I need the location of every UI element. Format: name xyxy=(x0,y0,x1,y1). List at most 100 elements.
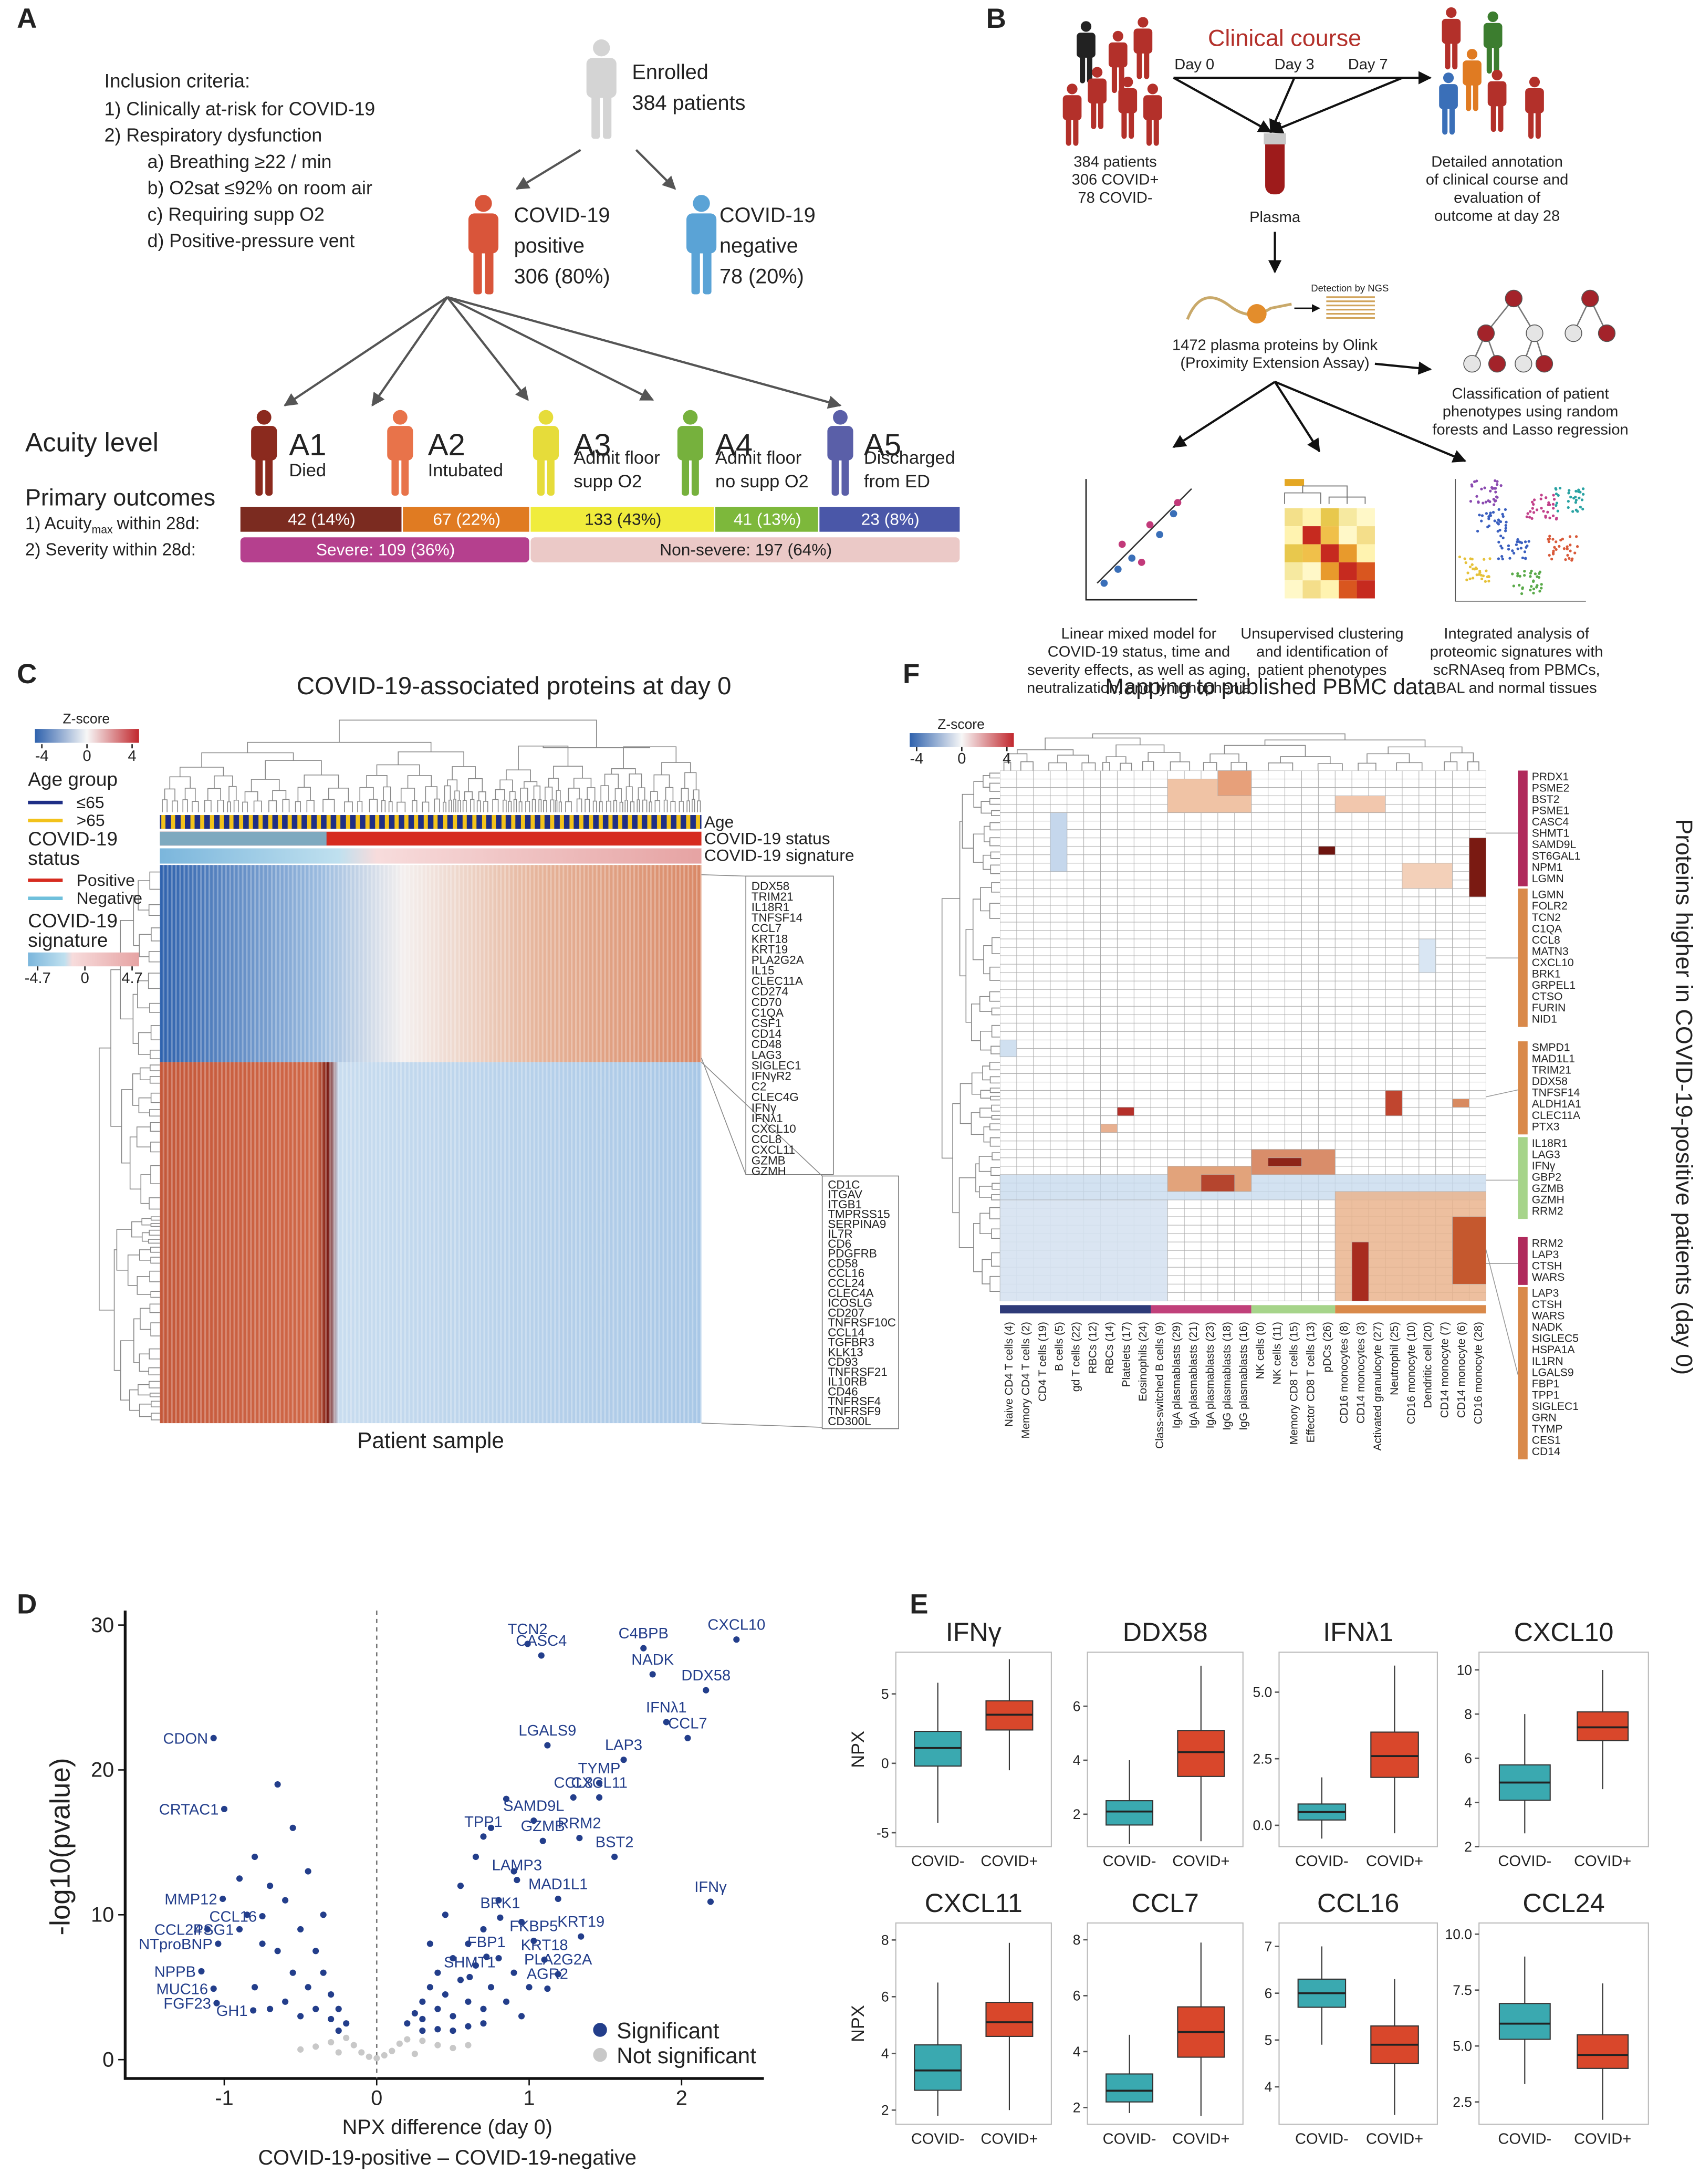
point-label: CDON xyxy=(163,1730,208,1747)
gene-label: CD6 xyxy=(828,1237,851,1250)
shape xyxy=(1535,586,1538,589)
gene-label: SIGLEC1 xyxy=(1532,1401,1579,1413)
gene-label: IFNγR2 xyxy=(752,1069,791,1082)
point xyxy=(465,1940,472,1947)
point-label: MUC16 xyxy=(157,1981,208,1998)
box xyxy=(1577,1711,1629,1741)
column-label: CD14 monocytes (3) xyxy=(1355,1322,1367,1424)
gene-label: LGMN xyxy=(1532,873,1564,885)
y-tick-label: 0 xyxy=(102,2048,114,2071)
point xyxy=(251,1853,258,1861)
shape xyxy=(1551,503,1555,506)
shape xyxy=(1464,561,1467,565)
point xyxy=(465,1998,472,2005)
shape xyxy=(1504,524,1507,527)
shape xyxy=(1515,355,1532,373)
leg xyxy=(1098,101,1104,129)
labeled-point xyxy=(684,1734,691,1741)
shape xyxy=(1285,544,1303,562)
column-label: Activated granulocyte (27) xyxy=(1372,1322,1384,1451)
point xyxy=(518,1919,525,1926)
shape xyxy=(1466,571,1469,574)
column-label: IgG plasmablasts (16) xyxy=(1238,1322,1250,1430)
labeled-point xyxy=(220,1895,226,1903)
shape xyxy=(1530,569,1533,573)
point xyxy=(518,2013,525,2020)
y-tick-label: 5 xyxy=(881,1686,889,1702)
point xyxy=(305,1868,311,1875)
y-axis-label: NPX xyxy=(848,2005,868,2042)
y-tick-label: 4 xyxy=(881,2046,889,2062)
x-tick-label: COVID+ xyxy=(981,2130,1038,2147)
point xyxy=(404,2020,411,2027)
shape xyxy=(1568,489,1571,492)
shape xyxy=(1320,526,1339,545)
shape xyxy=(701,874,746,877)
gene-label: ST6GAL1 xyxy=(1532,850,1581,862)
leg xyxy=(1498,103,1504,132)
plot-frame xyxy=(895,1922,1052,2125)
shape xyxy=(1482,574,1485,578)
shape xyxy=(1567,506,1570,509)
labeled-point xyxy=(640,1645,647,1652)
person-icon xyxy=(1525,77,1544,139)
plot-frame xyxy=(1278,1922,1438,2125)
shape xyxy=(1003,733,1479,771)
head xyxy=(1466,49,1478,60)
shape xyxy=(1463,355,1481,373)
body xyxy=(1118,88,1138,113)
shape xyxy=(1550,557,1553,561)
acuity-segment-label: 41 (13%) xyxy=(734,509,801,528)
shape xyxy=(1489,511,1492,515)
shape xyxy=(1536,575,1539,578)
box xyxy=(1105,1800,1154,1826)
column-label: NK cells (0) xyxy=(1255,1322,1267,1379)
legend-label: Not significant xyxy=(617,2043,756,2068)
column-label: RBCs (12) xyxy=(1087,1322,1099,1374)
y-tick-label: -5 xyxy=(877,1825,889,1841)
point xyxy=(503,1795,510,1802)
point xyxy=(251,1984,258,1991)
shape xyxy=(1085,479,1197,601)
labeled-point xyxy=(555,1971,561,1978)
gene-label: CCL8 xyxy=(1532,934,1560,946)
linear-text: severity effects, as well as aging, xyxy=(1027,662,1250,678)
labeled-point xyxy=(544,1985,551,1992)
point xyxy=(335,2005,342,2012)
leg xyxy=(691,249,700,295)
person-icon xyxy=(1062,83,1082,146)
chart-title: CCL24 xyxy=(1522,1888,1604,1918)
row-annotation: COVID-19 status xyxy=(704,829,830,848)
gene-label: IL15 xyxy=(752,964,775,977)
point xyxy=(434,2026,441,2033)
gene-label: WARS xyxy=(1532,1271,1565,1283)
column-group-bar xyxy=(1151,1305,1251,1314)
leg xyxy=(1146,118,1152,146)
point-label: KRT18 xyxy=(521,1937,568,1953)
gene-label: RRM2 xyxy=(1532,1205,1563,1217)
column-label: CD16 monocytes (8) xyxy=(1338,1322,1350,1424)
shape xyxy=(1385,1090,1403,1116)
labeled-point xyxy=(620,1757,627,1763)
shape xyxy=(1501,557,1504,561)
point-label: IFNγ xyxy=(694,1879,727,1896)
point xyxy=(297,2046,304,2053)
leg xyxy=(1136,51,1142,79)
gene-label: CTSH xyxy=(1532,1299,1562,1311)
leg xyxy=(1087,55,1092,83)
point xyxy=(297,1926,304,1933)
shape xyxy=(162,719,701,812)
shape xyxy=(1494,479,1497,483)
shape xyxy=(1581,289,1599,308)
level-name: A1 xyxy=(289,428,326,462)
gene-label: CD48 xyxy=(752,1038,781,1051)
column-label: pDCs (26) xyxy=(1321,1322,1333,1372)
shape xyxy=(941,772,1000,1292)
shape xyxy=(1320,544,1339,562)
y-tick-label: 2 xyxy=(881,2103,889,2118)
plot-frame xyxy=(1478,1922,1649,2125)
shape xyxy=(1581,487,1585,490)
box xyxy=(1177,1730,1225,1777)
shape xyxy=(1511,549,1514,552)
